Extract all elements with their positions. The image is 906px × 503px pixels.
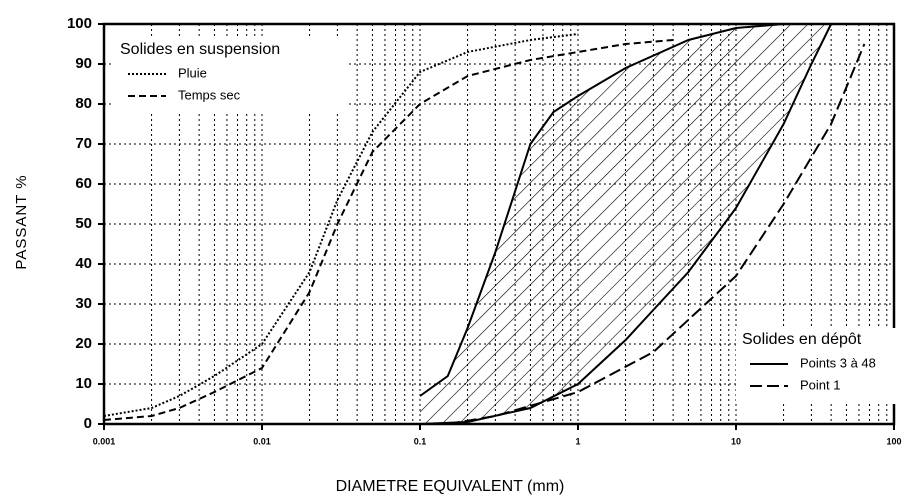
y-tick-label: 80: [75, 95, 92, 112]
y-tick-label: 30: [75, 295, 92, 312]
legend-label: Pluie: [178, 65, 207, 80]
series-line: [447, 43, 866, 425]
y-axis-label: PASSANT %: [13, 174, 30, 269]
plot-frame: [102, 22, 896, 426]
y-tick-label: 70: [75, 135, 92, 152]
legend-label: Temps sec: [178, 87, 241, 102]
series-line: [103, 39, 674, 421]
y-tick-label: 50: [75, 215, 92, 232]
x-tick-label: 1: [575, 436, 580, 446]
legend-box: [114, 38, 346, 114]
y-tick-label: 0: [84, 415, 92, 432]
x-tick-label: 0.001: [93, 436, 116, 446]
y-tick-label: 100: [67, 15, 92, 32]
x-tick-label: 100: [886, 436, 901, 446]
y-tick-label: 90: [75, 55, 92, 72]
x-tick-label: 0.01: [253, 436, 271, 446]
band-upper-line: [419, 23, 799, 397]
y-tick-label: 20: [75, 335, 92, 352]
legend-box: [736, 328, 896, 404]
legend-label: Points 3 à 48: [800, 355, 876, 370]
x-axis-label: DIAMETRE EQUIVALENT (mm): [336, 478, 565, 495]
legend-title: Solides en dépôt: [742, 331, 862, 348]
legend-label: Point 1: [800, 377, 840, 392]
hatched-area: [420, 24, 832, 424]
y-tick-label: 10: [75, 375, 92, 392]
legend-title: Solides en suspension: [120, 41, 280, 58]
series-line: [103, 33, 579, 417]
y-tick-label: 40: [75, 255, 92, 272]
y-tick-label: 60: [75, 175, 92, 192]
x-tick-label: 10: [731, 436, 741, 446]
x-tick-label: 0.1: [414, 436, 427, 446]
